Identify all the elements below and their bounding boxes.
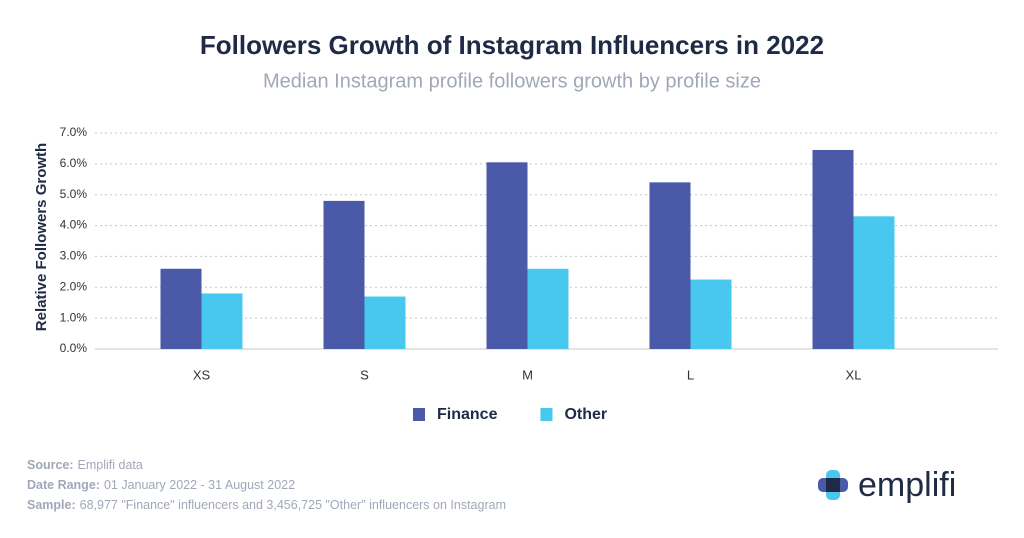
y-tick-label: 3.0%: [60, 249, 88, 263]
bar: [160, 268, 202, 349]
bar: [527, 268, 569, 349]
bar: [364, 296, 406, 349]
y-tick-label: 6.0%: [60, 156, 88, 170]
y-axis-label: Relative Followers Growth: [33, 143, 50, 331]
footer-label: Date Range:: [27, 478, 100, 492]
logo-icon: [818, 470, 848, 500]
footer-text: 01 January 2022 - 31 August 2022: [104, 478, 295, 492]
x-tick-label: S: [360, 367, 369, 382]
y-tick-label: 4.0%: [60, 218, 88, 232]
x-tick-label: L: [687, 367, 694, 382]
legend-swatch: [540, 408, 553, 421]
y-tick-label: 5.0%: [60, 187, 88, 201]
bar: [690, 279, 732, 349]
chart-title: Followers Growth of Instagram Influencer…: [200, 30, 824, 60]
x-tick-label: M: [522, 367, 533, 382]
bar: [853, 216, 895, 349]
footer-text: Emplifi data: [78, 458, 143, 472]
y-tick-label: 0.0%: [60, 341, 88, 355]
logo-text: emplifi: [858, 466, 956, 504]
x-tick-label: XL: [846, 367, 862, 382]
legend-label: Finance: [437, 406, 498, 423]
footer-label: Source:: [27, 458, 74, 472]
y-tick-label: 2.0%: [60, 279, 88, 293]
bar: [201, 293, 243, 349]
bar: [649, 182, 691, 349]
bar: [486, 162, 528, 349]
x-tick-label: XS: [193, 367, 211, 382]
chart-subtitle: Median Instagram profile followers growt…: [263, 70, 761, 92]
footer-line: Source: Emplifi data: [27, 458, 143, 472]
footer-label: Sample:: [27, 498, 76, 512]
legend-label: Other: [564, 406, 607, 423]
legend-swatch: [413, 408, 425, 421]
y-tick-label: 7.0%: [60, 125, 88, 139]
bar: [812, 149, 854, 349]
footer-text: 68,977 "Finance" influencers and 3,456,7…: [80, 498, 506, 512]
y-tick-label: 1.0%: [60, 310, 88, 324]
footer-line: Sample: 68,977 "Finance" influencers and …: [27, 498, 506, 512]
footer-line: Date Range: 01 January 2022 - 31 August 2…: [27, 478, 295, 492]
bar: [323, 200, 365, 349]
